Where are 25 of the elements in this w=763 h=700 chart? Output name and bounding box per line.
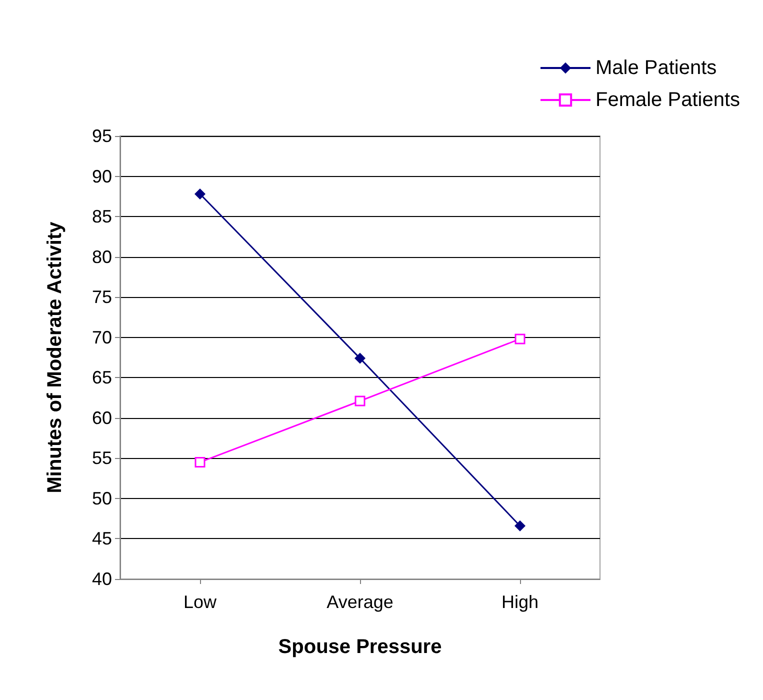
y-tick-label: 60 — [92, 408, 112, 428]
point — [514, 520, 526, 532]
y-tick-label: 85 — [92, 206, 112, 227]
legend-label: Female Patients — [595, 89, 740, 111]
legend-label: Male Patients — [595, 57, 717, 79]
y-tick-label: 75 — [92, 287, 112, 308]
y-tick-label: 50 — [92, 488, 112, 508]
x-tick-label: Average — [326, 592, 394, 612]
x-axis-title: Spouse Pressure — [278, 636, 442, 658]
y-tick-label: 70 — [92, 327, 112, 348]
y-tick-label: 45 — [92, 528, 112, 549]
x-tick-label: High — [501, 592, 539, 612]
point — [354, 352, 366, 364]
point — [514, 334, 526, 344]
point — [194, 188, 206, 200]
y-axis-title: Minutes of Moderate Activity — [44, 220, 66, 494]
x-tick-label: Low — [183, 592, 218, 612]
y-tick-label: 65 — [92, 368, 112, 388]
y-tick-label: 90 — [92, 166, 112, 186]
y-tick-label: 55 — [92, 448, 112, 468]
y-tick-label: 80 — [92, 246, 112, 267]
point — [194, 456, 206, 468]
point — [354, 396, 366, 406]
y-tick-label: 95 — [92, 126, 112, 146]
y-tick-label: 40 — [92, 569, 112, 589]
